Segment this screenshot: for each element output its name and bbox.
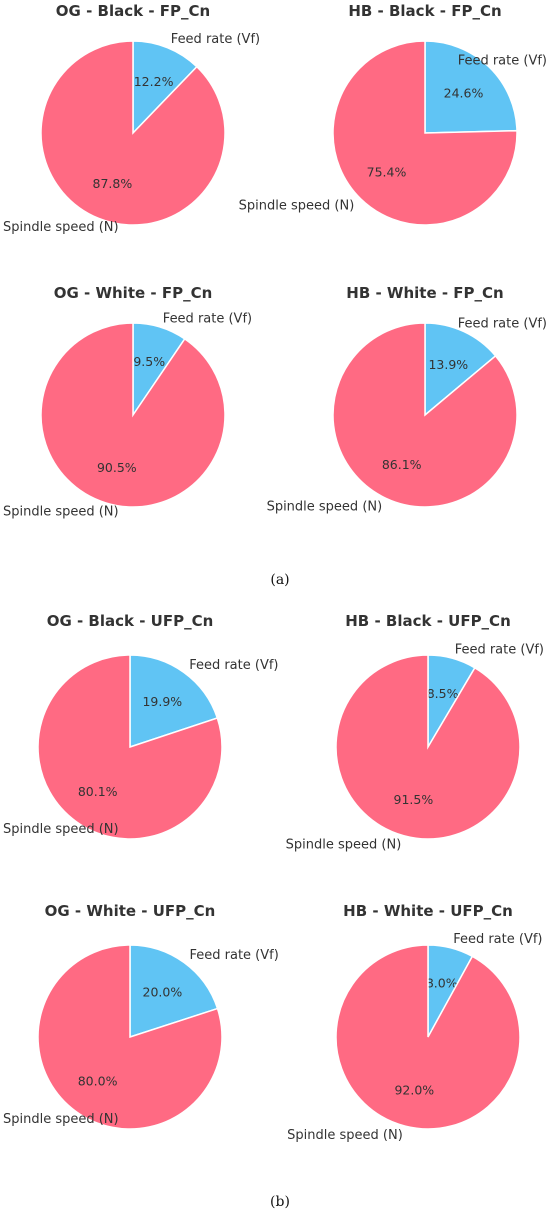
pct-label-feed-rate: 8.5% <box>427 686 459 701</box>
pie-chart-5: OG - Black - UFP_Cn 19.9% Feed rate (Vf) 80… <box>3 612 279 840</box>
pct-label-spindle-speed: 86.1% <box>382 457 422 472</box>
pie-slice-spindle-speed <box>335 944 521 1130</box>
pct-label-feed-rate: 13.9% <box>428 357 468 372</box>
pie-chart-6: HB - Black - UFP_Cn 8.5% Feed rate (Vf) 91.… <box>286 612 544 853</box>
pie-slice-spindle-speed <box>37 654 223 840</box>
chart-title: HB - Black - FP_Cn <box>348 2 501 20</box>
panel-label-a: (a) <box>270 572 289 588</box>
pct-label-spindle-speed: 92.0% <box>394 1083 434 1098</box>
pie-slice-spindle-speed <box>40 322 226 508</box>
pie-chart-2: HB - Black - FP_Cn 24.6% Feed rate (Vf) 75.… <box>239 2 547 226</box>
slice-label-feed-rate: Feed rate (Vf) <box>458 316 547 331</box>
pct-label-spindle-speed: 75.4% <box>367 165 407 180</box>
pie-slice-feed-rate <box>132 40 198 135</box>
pct-label-spindle-speed: 90.5% <box>97 460 137 475</box>
pie-slice-spindle-speed <box>332 40 518 226</box>
pct-label-feed-rate: 8.0% <box>426 976 458 991</box>
pct-label-feed-rate: 24.6% <box>444 86 484 101</box>
pct-label-feed-rate: 19.9% <box>142 694 182 709</box>
pie-slice-spindle-speed <box>332 322 518 508</box>
pie-slice-feed-rate <box>424 40 518 134</box>
slice-label-feed-rate: Feed rate (Vf) <box>171 32 260 47</box>
pie-slice-feed-rate <box>129 654 219 749</box>
pie-chart-8: HB - White - UFP_Cn 8.0% Feed rate (Vf) 92.… <box>287 902 542 1143</box>
slice-label-spindle-speed: Spindle speed (N) <box>3 220 119 235</box>
pct-label-feed-rate: 9.5% <box>133 354 165 369</box>
slice-label-spindle-speed: Spindle speed (N) <box>286 838 402 853</box>
chart-title: HB - White - UFP_Cn <box>343 902 513 920</box>
slice-label-spindle-speed: Spindle speed (N) <box>3 505 119 520</box>
slice-label-feed-rate: Feed rate (Vf) <box>189 658 278 673</box>
slice-label-feed-rate: Feed rate (Vf) <box>190 948 279 963</box>
chart-title: OG - White - UFP_Cn <box>45 902 216 920</box>
pie-chart-4: HB - White - FP_Cn 13.9% Feed rate (Vf) 86.… <box>267 284 547 515</box>
slice-label-spindle-speed: Spindle speed (N) <box>239 199 355 214</box>
pie-chart-1: OG - Black - FP_Cn 12.2% Feed rate (Vf) 87.… <box>3 2 260 235</box>
pie-chart-7: OG - White - UFP_Cn 20.0% Feed rate (Vf) 80… <box>3 902 279 1130</box>
pie-slice-spindle-speed <box>37 944 223 1130</box>
slice-label-spindle-speed: Spindle speed (N) <box>3 822 119 837</box>
pie-slice-feed-rate <box>129 944 219 1039</box>
chart-title: OG - Black - UFP_Cn <box>47 612 214 630</box>
pct-label-spindle-speed: 80.0% <box>78 1074 118 1089</box>
slice-label-feed-rate: Feed rate (Vf) <box>458 54 547 69</box>
chart-title: OG - Black - FP_Cn <box>56 2 210 20</box>
chart-title: HB - Black - UFP_Cn <box>345 612 511 630</box>
pct-label-spindle-speed: 87.8% <box>93 176 133 191</box>
slice-label-spindle-speed: Spindle speed (N) <box>3 1112 119 1127</box>
pie-slice-feed-rate <box>424 322 497 417</box>
chart-title: OG - White - FP_Cn <box>54 284 213 302</box>
pct-label-spindle-speed: 80.1% <box>78 784 118 799</box>
slice-label-feed-rate: Feed rate (Vf) <box>453 932 542 947</box>
chart-title: HB - White - FP_Cn <box>346 284 503 302</box>
pie-chart-3: OG - White - FP_Cn 9.5% Feed rate (Vf) 90.5… <box>3 284 252 520</box>
panel-label-b: (b) <box>270 1194 290 1210</box>
pct-label-feed-rate: 12.2% <box>134 74 174 89</box>
slice-label-spindle-speed: Spindle speed (N) <box>267 500 383 515</box>
slice-label-feed-rate: Feed rate (Vf) <box>455 642 544 657</box>
pct-label-spindle-speed: 91.5% <box>394 792 434 807</box>
slice-label-feed-rate: Feed rate (Vf) <box>163 311 252 326</box>
slice-label-spindle-speed: Spindle speed (N) <box>287 1128 403 1143</box>
pct-label-feed-rate: 20.0% <box>143 984 183 999</box>
pie-slice-spindle-speed <box>335 654 521 840</box>
pie-slice-spindle-speed <box>40 40 226 226</box>
